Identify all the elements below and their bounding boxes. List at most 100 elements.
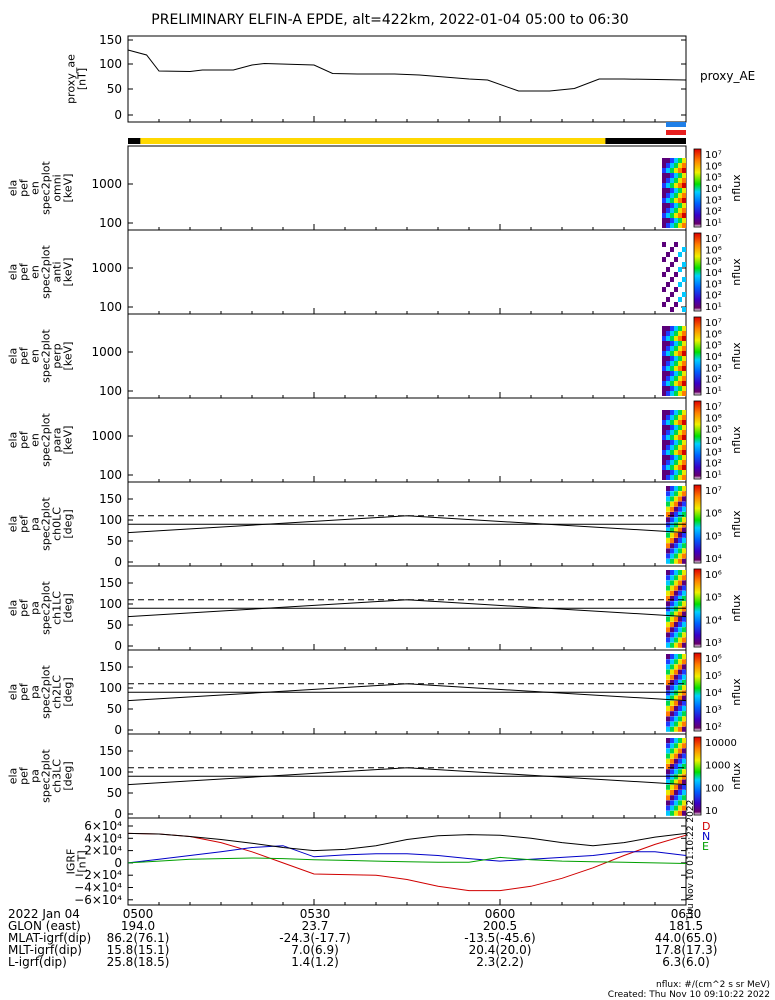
- ephem-value-2-0: 86.2(76.1): [107, 931, 170, 945]
- pa-pixel-7-8-4: [682, 695, 686, 701]
- spec-pixel-3-8-1: [666, 366, 670, 371]
- colorbar-tick-ch1LC-3: 10³: [705, 638, 722, 649]
- colorbar-tick-anti-0: 10⁷: [705, 234, 722, 245]
- ephem-value-0-1: 0530: [300, 907, 331, 921]
- colorbar-tick-ch1LC-1: 10⁵: [705, 593, 722, 604]
- colorbar-tick-perp-1: 10⁶: [705, 329, 722, 340]
- spec-pixel-1-13-0: [662, 223, 666, 228]
- pa-pixel-5-11-4: [682, 543, 686, 549]
- pa-pixel-5-13-4: [682, 553, 686, 559]
- ephem-value-3-3: 17.8(17.3): [655, 943, 718, 957]
- spec-pixel-4-12-3: [674, 470, 678, 475]
- colorbar-tick-perp-2: 10⁵: [705, 341, 722, 352]
- pa-pixel-7-14-3: [678, 726, 682, 732]
- pa-pixel-8-2-4: [682, 748, 686, 754]
- spec-pixel-1-4-0: [662, 178, 666, 183]
- spec-pixel-3-10-5: [682, 376, 686, 381]
- spec-pixel-4-11-1: [666, 465, 670, 470]
- pa-pixel-8-9-2: [674, 784, 678, 790]
- spec-pixel-3-11-2: [670, 381, 674, 386]
- colorbar-tick-ch3LC-2: 100: [705, 783, 724, 794]
- pa-pixel-7-3-2: [674, 669, 678, 675]
- pa-pixel-7-4-4: [682, 674, 686, 680]
- spec-pixel-4-4-5: [682, 430, 686, 435]
- pa-pixel-8-13-4: [682, 805, 686, 811]
- spec-pixel-4-4-3: [674, 430, 678, 435]
- spec-pixel-2-0-3: [674, 242, 678, 247]
- pa-pixel-6-10-3: [678, 622, 682, 627]
- spec-pixel-4-9-3: [674, 455, 678, 460]
- pa-pixel-8-3-2: [674, 753, 678, 759]
- spec-pixel-4-1-2: [670, 415, 674, 420]
- spec-pixel-1-10-1: [666, 208, 670, 213]
- pa-pixel-8-7-2: [674, 774, 678, 780]
- spec-pixel-4-9-4: [678, 455, 682, 460]
- pa-pixel-8-14-4: [682, 810, 686, 816]
- ylabel-ch0LC-0: ela: [7, 516, 20, 533]
- spec-pixel-2-3-0: [662, 257, 666, 262]
- spec-pixel-3-3-1: [666, 341, 670, 346]
- spec-pixel-4-4-4: [678, 430, 682, 435]
- spec-pixel-4-2-0: [662, 420, 666, 425]
- ytick-label-ch2LC-0: 150: [99, 660, 122, 674]
- ylabel-perp-3: spec2plot: [40, 329, 53, 383]
- pa-pixel-6-14-4: [682, 642, 686, 648]
- spec-pixel-4-6-0: [662, 440, 666, 445]
- spec-pixel-1-7-4: [678, 193, 682, 198]
- spec-pixel-3-1-0: [662, 331, 666, 336]
- ephem-value-1-2: 200.5: [483, 919, 517, 933]
- spec-pixel-3-7-1: [666, 361, 670, 366]
- pa-pixel-5-9-1: [670, 532, 674, 538]
- colorbar-label-para: nflux: [730, 426, 743, 454]
- spec-pixel-3-11-5: [682, 381, 686, 386]
- pa-pixel-8-14-2: [674, 810, 678, 816]
- spec-pixel-1-11-0: [662, 213, 666, 218]
- ephem-value-1-0: 194.0: [121, 919, 155, 933]
- spec-pixel-1-0-2: [670, 158, 674, 163]
- colorbar-ch0LC: [693, 484, 702, 564]
- colorbar-tick-anti-6: 10¹: [705, 302, 722, 313]
- ylabel-ch0LC-5: [deg]: [62, 509, 75, 538]
- spec-pixel-1-9-5: [682, 203, 686, 208]
- spec-pixel-1-1-3: [674, 163, 678, 168]
- ylabel-para-5: [keV]: [62, 426, 75, 455]
- ephem-value-0-0: 0500: [123, 907, 154, 921]
- ytick-label-igrf-3: 0: [114, 856, 122, 870]
- pa-pixel-5-13-1: [670, 553, 674, 559]
- pa-pixel-7-9-3: [678, 700, 682, 706]
- spec-pixel-1-3-3: [674, 173, 678, 178]
- colorbar-ch1LC: [693, 568, 702, 648]
- pa-pixel-5-5-4: [682, 512, 686, 517]
- pa-pixel-6-2-2: [674, 580, 678, 586]
- colorbar-label-perp: nflux: [730, 342, 743, 370]
- pa-pixel-6-10-4: [682, 622, 686, 627]
- pa-pixel-7-10-1: [670, 706, 674, 711]
- ytick-label-ch2LC-3: 0: [114, 723, 122, 737]
- pa-pixel-5-3-4: [682, 501, 686, 507]
- colorbar-tick-para-2: 10⁵: [705, 425, 722, 436]
- spec-pixel-2-12-0: [662, 302, 666, 307]
- colorbar-label-ch0LC: nflux: [730, 510, 743, 538]
- spec-pixel-1-2-2: [670, 168, 674, 173]
- spec-pixel-3-2-5: [682, 336, 686, 341]
- pa-pixel-7-11-1: [670, 711, 674, 717]
- colorbar-tick-para-6: 10¹: [705, 470, 722, 481]
- pa-pixel-8-1-1: [670, 743, 674, 749]
- colorbar-label-omni: nflux: [730, 174, 743, 202]
- colorbar-tick-para-1: 10⁶: [705, 413, 722, 424]
- spec-pixel-2-7-5: [682, 277, 686, 282]
- spec-pixel-1-5-2: [670, 183, 674, 188]
- pa-pixel-7-5-3: [678, 680, 682, 685]
- pa-pixel-6-1-4: [682, 575, 686, 581]
- pa-pixel-6-4-4: [682, 590, 686, 596]
- pa-pixel-8-9-4: [682, 784, 686, 790]
- pa-pixel-5-5-0: [666, 512, 670, 517]
- spec-pixel-2-4-5: [682, 262, 686, 267]
- pa-pixel-7-0-4: [682, 654, 686, 659]
- spec-pixel-3-4-4: [678, 346, 682, 351]
- spec-pixel-4-8-2: [670, 450, 674, 455]
- pa-pixel-7-3-3: [678, 669, 682, 675]
- spec-pixel-2-1-2: [670, 247, 674, 252]
- spec-pixel-1-9-2: [670, 203, 674, 208]
- spec-pixel-1-6-5: [682, 188, 686, 193]
